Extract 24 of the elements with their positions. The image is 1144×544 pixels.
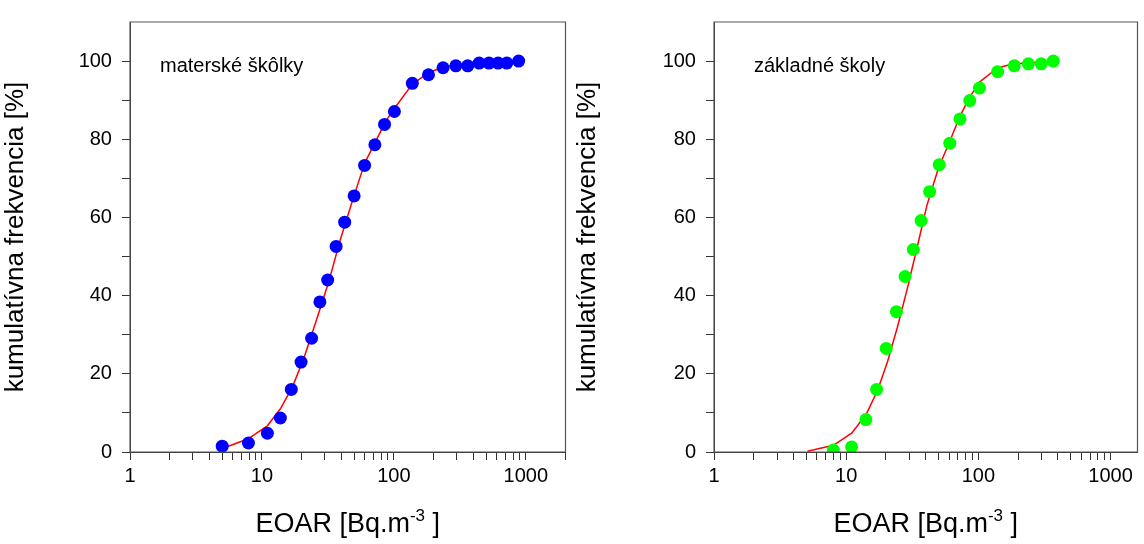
y-tick-label: 0 (684, 439, 696, 462)
annotation: základné školy (754, 54, 886, 76)
x-tick-label: 1 (708, 463, 720, 486)
y-tick-label: 80 (89, 126, 112, 149)
y-tick-label: 100 (78, 48, 112, 71)
x-tick-label: 1 (124, 463, 136, 486)
annotation: materské škôlky (160, 54, 304, 76)
y-tick-label: 60 (89, 204, 112, 227)
y-tick-label: 40 (673, 283, 696, 306)
x-tick-label: 1000 (503, 463, 549, 486)
x-tick-label: 10 (250, 463, 274, 486)
y-tick-label: 60 (673, 204, 696, 227)
y-tick-label: 40 (89, 283, 112, 306)
x-tick-label: 1000 (1088, 463, 1133, 486)
y-tick-label: 80 (673, 126, 696, 149)
y-tick-label: 20 (673, 361, 696, 384)
y-axis-title: kumulatívna frekvencia [%] (570, 81, 601, 393)
y-tick-label: 100 (662, 48, 696, 71)
x-tick-label: 10 (835, 463, 858, 486)
y-tick-label: 20 (89, 361, 112, 384)
x-tick-label: 100 (961, 463, 996, 486)
x-tick-label: 100 (377, 463, 411, 486)
y-axis-title: kumulatívna frekvencia [%] (0, 81, 29, 393)
y-tick-label: 0 (100, 439, 112, 462)
